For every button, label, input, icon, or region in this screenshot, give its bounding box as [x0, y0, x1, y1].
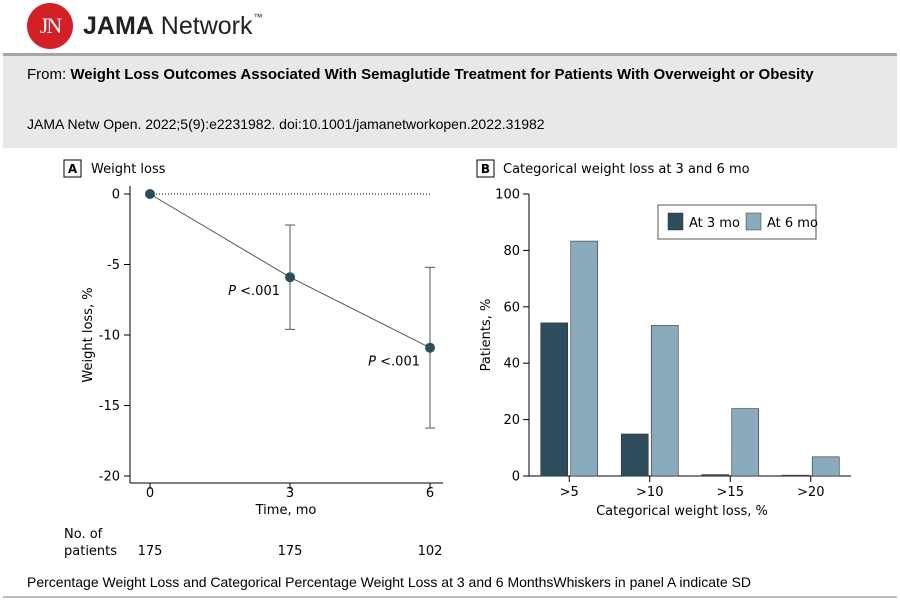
panel-b-y-tick-label: 60	[503, 300, 520, 315]
n-at-risk-label-line1: No. of	[64, 527, 103, 542]
panel-b-bar-3mo	[701, 474, 730, 477]
panel-b-bar-6mo	[731, 408, 760, 477]
panel-b-y-ticks: 0 20 40 60 80 100	[495, 188, 529, 485]
from-label: From:	[27, 66, 71, 83]
brand-name-rest: Network	[153, 11, 253, 40]
panel-a-y-tick-label: 0	[112, 188, 120, 203]
panel-b-categorical-weight-loss: B Categorical weight loss at 3 and 6 mo …	[476, 159, 851, 519]
jama-network-logo[interactable]: JN JAMA Network™	[27, 0, 262, 52]
panel-a-y-tick-label: -10	[99, 329, 120, 344]
panel-a-n-at-risk-value: 175	[278, 544, 303, 559]
legend-label-3mo: At 3 mo	[689, 216, 740, 231]
panel-a-data-point	[425, 342, 435, 353]
panel-a-x-tick-label: 0	[146, 486, 154, 501]
legend-swatch-3mo	[667, 212, 684, 231]
panel-a-title: Weight loss	[91, 162, 166, 177]
article-from-line: From: Weight Loss Outcomes Associated Wi…	[27, 66, 814, 83]
panel-b-legend: At 3 mo At 6 mo	[657, 204, 818, 240]
panel-b-letter-box	[476, 159, 495, 178]
panel-a-data-point	[285, 272, 295, 283]
panel-a-letter-box	[63, 159, 82, 178]
panel-b-title: Categorical weight loss at 3 and 6 mo	[503, 162, 750, 177]
panel-a-y-tick-label: -20	[99, 470, 120, 485]
panel-b-y-tick-label: 20	[503, 413, 520, 428]
n-at-risk-label-line2: patients	[64, 544, 117, 559]
panel-b-x-tick-label: >10	[636, 485, 663, 500]
panel-b-x-axis-label: Categorical weight loss, %	[596, 504, 768, 519]
panel-a-n-at-risk-value: 102	[418, 544, 443, 559]
panel-b-y-tick-label: 40	[503, 357, 520, 372]
panel-b-bar-6mo	[811, 456, 840, 477]
panel-a-x-axis-label: Time, mo	[255, 503, 317, 518]
panel-b-y-tick-label: 0	[512, 470, 520, 485]
article-citation: JAMA Netw Open. 2022;5(9):e2231982. doi:…	[27, 116, 545, 132]
panel-a-y-tick-label: -15	[99, 399, 120, 414]
panel-a-y-ticks: 0 -5 -10 -15 -20	[99, 188, 130, 485]
panel-b-x-tick-label: >15	[717, 485, 744, 500]
panel-b-bar-3mo	[781, 474, 810, 477]
panel-a-p-value-annotation: P <.001	[368, 355, 420, 370]
panel-a-letter: A	[68, 162, 78, 176]
legend-swatch-6mo	[745, 212, 762, 231]
article-info-banner: From: Weight Loss Outcomes Associated Wi…	[3, 53, 897, 148]
panel-a-points	[145, 189, 435, 353]
panel-a-data-point	[145, 189, 155, 199]
panel-a-n-at-risk: 175 175 102	[138, 544, 443, 559]
panel-b-bar-3mo	[540, 322, 569, 477]
panel-a-n-at-risk-value: 175	[138, 544, 163, 559]
legend-box	[657, 204, 817, 240]
panel-a-p-value-annotation: P <.001	[228, 284, 280, 299]
panel-b-y-tick-label: 80	[503, 244, 520, 259]
panel-a-x-tick-label: 6	[426, 486, 434, 501]
panel-b-x-tick-label: >5	[560, 485, 579, 500]
panel-a-error-bars	[285, 224, 435, 429]
panel-b-bar-3mo	[620, 433, 649, 477]
article-title[interactable]: Weight Loss Outcomes Associated With Sem…	[70, 66, 814, 83]
panel-b-bars	[540, 240, 840, 477]
bottom-divider	[3, 596, 897, 598]
panel-b-x-ticks: >5 >10 >15 >20	[560, 476, 824, 500]
panel-b-bar-6mo	[650, 325, 679, 477]
panel-a-x-tick-label: 3	[286, 486, 294, 501]
jn-logo-mark: JN	[27, 3, 73, 49]
panel-b-x-tick-label: >20	[797, 485, 824, 500]
panel-a-y-axis-label: Weight loss, %	[81, 287, 96, 382]
panel-a-y-tick-label: -5	[107, 258, 120, 273]
brand-name-bold: JAMA	[83, 11, 154, 40]
trademark-symbol: ™	[253, 11, 263, 22]
panel-b-y-tick-label: 100	[495, 188, 520, 203]
panel-b-y-axis-label: Patients, %	[479, 299, 494, 372]
figure-caption: Percentage Weight Loss and Categorical P…	[27, 574, 752, 590]
panel-b-bar-6mo	[570, 240, 599, 477]
brand-name: JAMA Network™	[83, 12, 262, 41]
panel-a-x-ticks: 0 3 6	[146, 483, 434, 501]
legend-label-6mo: At 6 mo	[767, 216, 818, 231]
panel-b-letter: B	[481, 162, 490, 176]
panel-a-annotations: P <.001 P <.001	[228, 284, 420, 370]
